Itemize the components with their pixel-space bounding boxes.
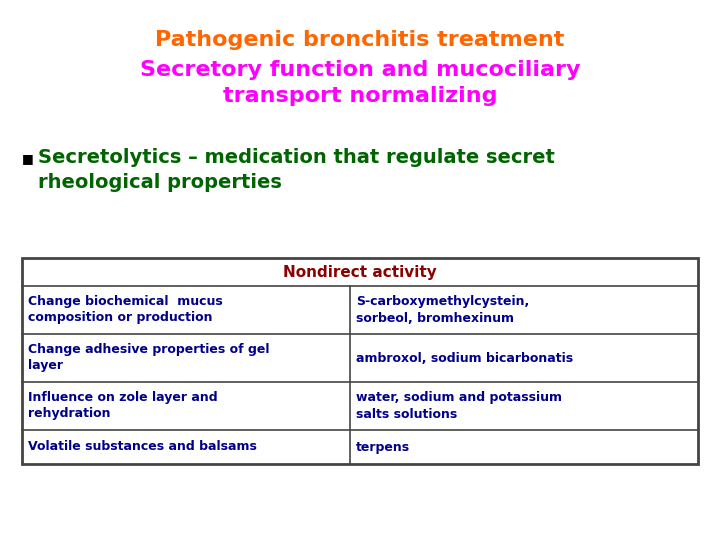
Text: ambroxol, sodium bicarbonatis: ambroxol, sodium bicarbonatis <box>356 352 573 365</box>
Bar <box>22 258 698 464</box>
Text: Nondirect activity: Nondirect activity <box>283 265 437 280</box>
Text: S-carboxymethylcystein,
sorbeol, bromhexinum: S-carboxymethylcystein, sorbeol, bromhex… <box>356 295 529 325</box>
Bar <box>22 258 698 464</box>
Text: Secretory function and mucociliary
transport normalizing: Secretory function and mucociliary trans… <box>140 60 580 106</box>
Text: Influence on zole layer and
rehydration: Influence on zole layer and rehydration <box>28 392 217 421</box>
Text: water, sodium and potassium
salts solutions: water, sodium and potassium salts soluti… <box>356 392 562 421</box>
Text: terpens: terpens <box>356 441 410 454</box>
Text: Change adhesive properties of gel
layer: Change adhesive properties of gel layer <box>28 343 269 373</box>
Text: Pathogenic bronchitis treatment: Pathogenic bronchitis treatment <box>156 30 564 50</box>
Text: ■: ■ <box>22 152 34 165</box>
Text: Volatile substances and balsams: Volatile substances and balsams <box>28 441 257 454</box>
Text: Secretolytics – medication that regulate secret
rheological properties: Secretolytics – medication that regulate… <box>38 148 555 192</box>
Text: Change biochemical  mucus
composition or production: Change biochemical mucus composition or … <box>28 295 222 325</box>
